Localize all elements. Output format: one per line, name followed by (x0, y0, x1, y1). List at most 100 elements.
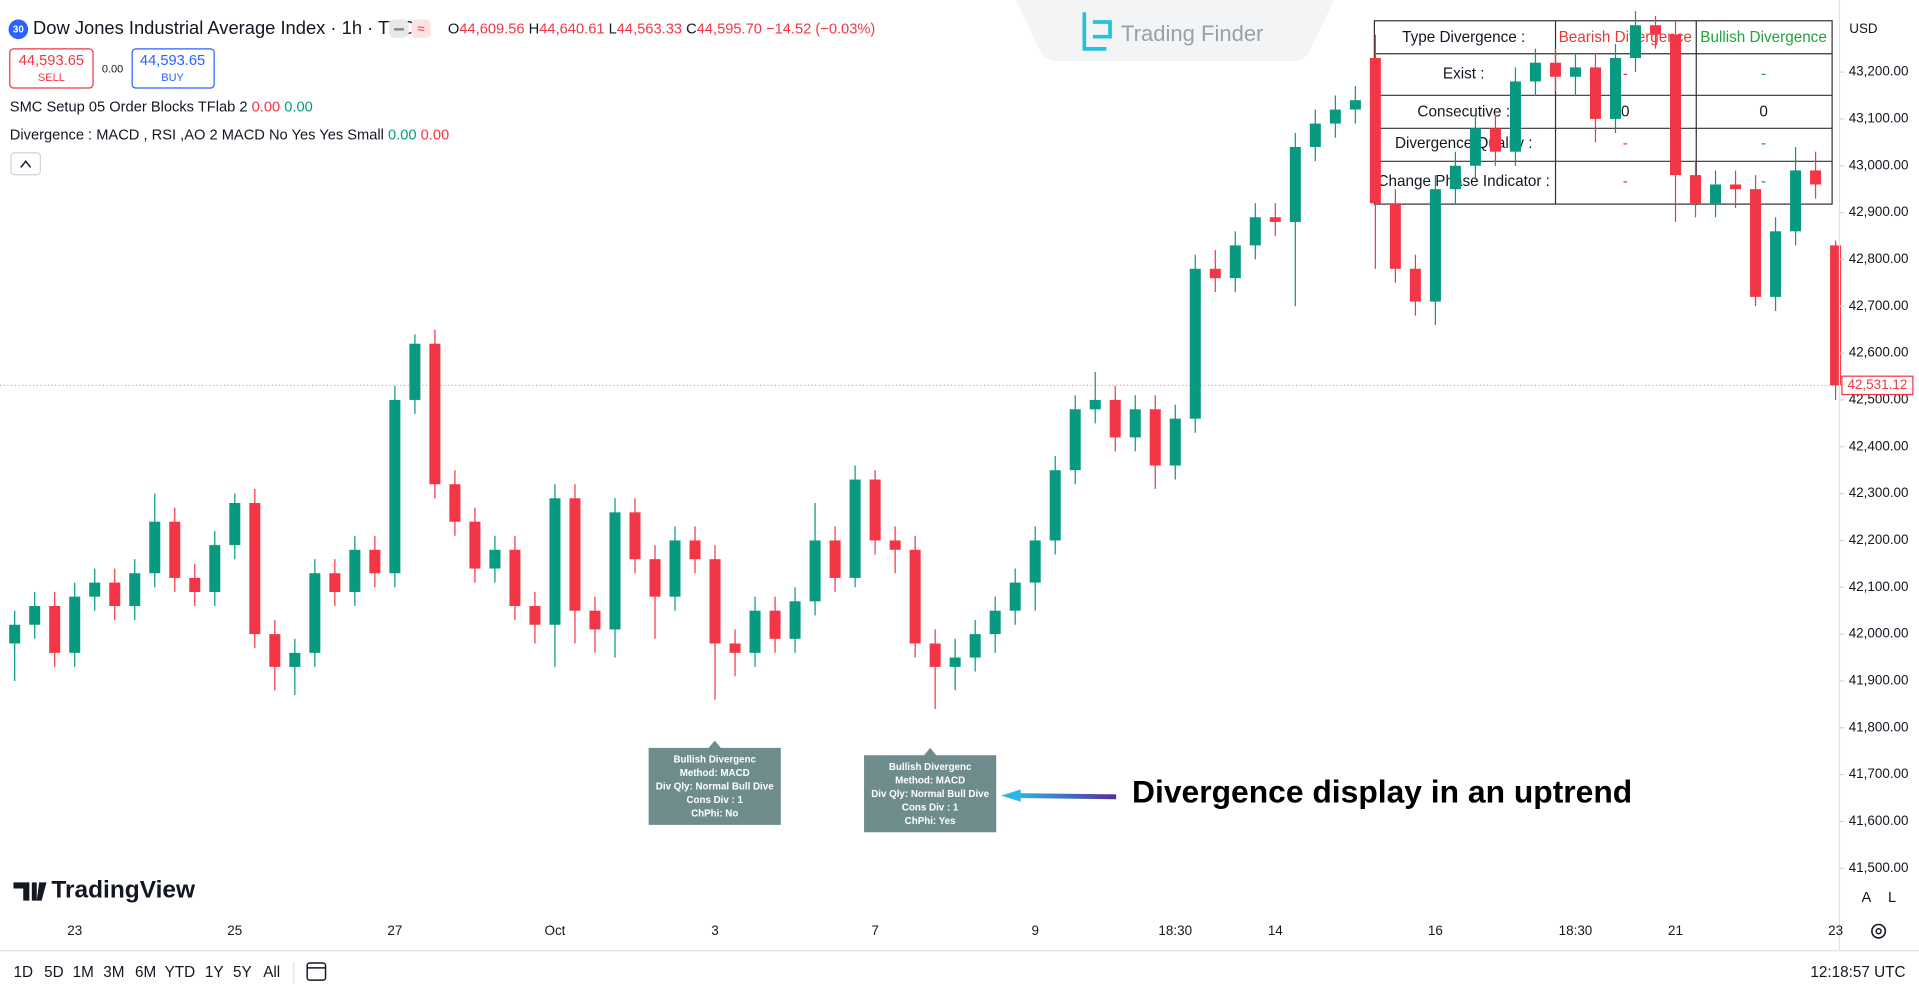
candle-body (209, 545, 221, 592)
candle-body (949, 657, 961, 667)
scale-button[interactable]: A (1861, 890, 1871, 906)
timeframe[interactable]: All (263, 964, 280, 981)
candle-body (1049, 470, 1061, 541)
callout-text: Divergence display in an uptrend (1132, 774, 1632, 810)
x-tick-label: Oct (544, 923, 565, 938)
x-tick-label: 23 (1828, 923, 1843, 938)
brand-logo (13, 882, 47, 901)
x-tick-label: 18:30 (1158, 923, 1192, 938)
date-range-button[interactable] (306, 962, 327, 981)
candle-body (1149, 409, 1161, 466)
candle-body (629, 512, 641, 560)
table-cell: - (1761, 135, 1766, 152)
candle-body (129, 573, 141, 607)
collapse-button[interactable] (10, 152, 41, 176)
ohlc-change: −14.52 (−0.03%) (766, 21, 875, 37)
timeframe[interactable]: 1M (73, 964, 94, 981)
indicator-name: SMC Setup 05 Order Blocks TFlab 2 (10, 99, 248, 115)
timeframe[interactable]: YTD (165, 964, 196, 981)
tooltip-line: Div Qly: Normal Bull Dive (656, 782, 774, 793)
ohlc-key: O (448, 21, 459, 37)
indicator[interactable]: SMC Setup 05 Order Blocks TFlab 2 0.00 0… (10, 99, 313, 115)
candle-body (1069, 409, 1081, 471)
candle-body (1129, 409, 1141, 438)
candle-body (9, 624, 21, 644)
y-tick-label: 41,800.00 (1849, 719, 1909, 734)
candle-body (1429, 189, 1441, 302)
x-tick-label: 21 (1668, 923, 1683, 938)
candle-body (289, 652, 301, 667)
ohlc-value: 44,595.70 (697, 21, 762, 37)
y-tick-label: 42,400.00 (1849, 438, 1909, 453)
ohlc-key: H (529, 21, 540, 37)
ohlc-key: C (686, 21, 697, 37)
clock[interactable]: 12:18:57 UTC (1810, 964, 1905, 981)
y-tick-label: 42,000.00 (1849, 626, 1909, 641)
spread: 0.00 (102, 64, 123, 76)
candle-body (1690, 175, 1702, 204)
timeframe[interactable]: 1Y (205, 964, 224, 981)
y-tick-label: 41,900.00 (1849, 673, 1909, 688)
y-tick-label: 43,200.00 (1849, 64, 1909, 79)
table-cell: 0 (1759, 103, 1768, 120)
table-cell: - (1623, 66, 1628, 83)
y-tick-label: 42,700.00 (1849, 298, 1909, 313)
timeframe[interactable]: 1D (13, 964, 33, 981)
candle-body (109, 582, 121, 607)
sell-button[interactable] (9, 48, 94, 89)
x-tick-label: 14 (1268, 923, 1283, 938)
x-tick-label: 9 (1031, 923, 1038, 938)
tooltip-line: Method: MACD (895, 775, 965, 786)
tooltip-box (648, 740, 781, 825)
tooltip: Bullish Divergenc Method: MACD Div Qly: … (864, 747, 997, 833)
settings-icon[interactable] (1871, 923, 1887, 939)
timeframe[interactable]: 3M (103, 964, 124, 981)
y-tick-label: 42,200.00 (1849, 532, 1909, 547)
candle-body (1229, 245, 1241, 279)
candle-body (409, 343, 421, 400)
settings-gear (1871, 923, 1887, 939)
y-tick-label: 42,600.00 (1849, 345, 1909, 360)
candle-body (329, 573, 341, 592)
y-tick-label: 42,800.00 (1849, 251, 1909, 266)
ohlc-value: 44,609.56 (459, 21, 524, 37)
timeframe[interactable]: 5Y (233, 964, 252, 981)
timeframe[interactable]: 5D (44, 964, 64, 981)
candle-body (1469, 128, 1481, 166)
indicator[interactable]: Divergence : MACD , RSI ,AO 2 MACD No Ye… (10, 128, 449, 144)
icon[interactable] (411, 19, 431, 38)
x-tick-label: 27 (387, 923, 402, 938)
candle-body (689, 540, 701, 560)
candle-body (269, 634, 281, 667)
candle-body (469, 521, 481, 569)
candle-body (1089, 399, 1101, 410)
candle-body (1169, 418, 1181, 466)
table-cell: 0 (1621, 103, 1630, 120)
candle-body (1750, 189, 1762, 297)
y-tick-label: 42,100.00 (1849, 579, 1909, 594)
buy-button[interactable] (131, 48, 215, 89)
ohlc-value: 44,563.33 (617, 21, 682, 37)
candle-body (1369, 58, 1381, 204)
candle-body (1810, 170, 1822, 185)
symbol-title[interactable]: Dow Jones Industrial Average Index · 1h … (33, 17, 415, 38)
candle-body (549, 498, 561, 625)
candle-body (389, 399, 401, 574)
candle-body (1770, 231, 1782, 297)
x-tick-label: 16 (1428, 923, 1443, 938)
timeframe[interactable]: 6M (135, 964, 156, 981)
candle-body (369, 549, 381, 574)
candle-body (189, 577, 201, 592)
callout-arrow (1015, 793, 1117, 800)
candle-body (1349, 100, 1361, 110)
candle-body (1449, 165, 1461, 190)
candle-body (529, 606, 541, 625)
currency[interactable]: USD (1849, 21, 1878, 36)
tooltip-line: Bullish Divergenc (673, 755, 756, 766)
scale-button[interactable]: L (1888, 890, 1896, 906)
candle-body (729, 643, 741, 653)
x-tick-label: 3 (711, 923, 718, 938)
tooltip-line: Method: MACD (680, 768, 750, 779)
candle-body (1649, 25, 1662, 35)
indicator-value: 0.00 (388, 128, 417, 144)
